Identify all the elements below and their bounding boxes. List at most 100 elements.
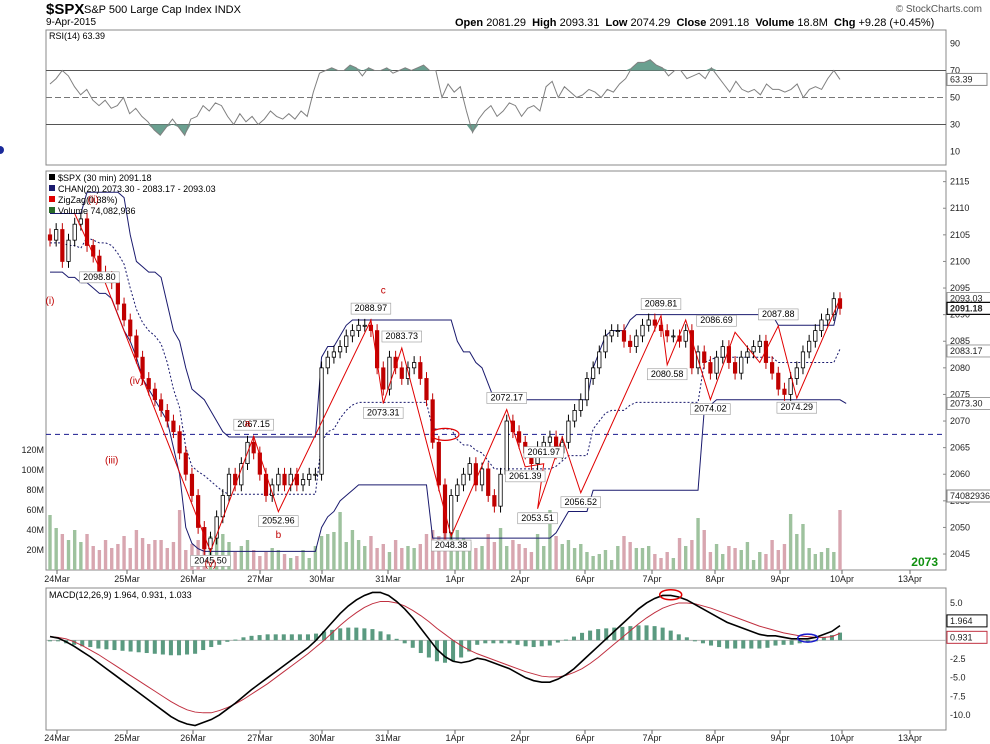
volume-bar xyxy=(467,542,472,570)
macd-x-tick-label: 30Mar xyxy=(309,733,335,743)
candle-body xyxy=(566,420,571,443)
macd-histogram-bar xyxy=(185,640,190,655)
data-label: 2045.50 xyxy=(194,555,227,565)
data-label: 2098.80 xyxy=(83,272,116,282)
wave-label: (ii) xyxy=(88,195,99,206)
candle-body xyxy=(757,340,762,347)
x-tick-label: 8Apr xyxy=(705,574,724,584)
volume-bar xyxy=(461,538,466,570)
volume-bar xyxy=(103,540,108,570)
macd-histogram-bar xyxy=(160,640,165,655)
candle-body xyxy=(714,356,719,374)
candle-body xyxy=(171,420,176,433)
volume-bar xyxy=(838,510,842,570)
macd-histogram-bar xyxy=(442,640,448,663)
macd-x-tick-label: 24Mar xyxy=(44,733,70,743)
wave-label: (iv) xyxy=(129,376,143,387)
price-label-box xyxy=(946,301,990,315)
volume-bar xyxy=(251,550,256,570)
volume-bar xyxy=(727,546,731,570)
x-tick-label: 27Mar xyxy=(247,574,273,584)
volume-bar xyxy=(350,530,355,570)
candle-body xyxy=(115,282,120,305)
macd-x-tick-label: 27Mar xyxy=(247,733,273,743)
macd-histogram-bar xyxy=(289,634,294,641)
macd-histogram-bar xyxy=(757,640,762,649)
candle-body xyxy=(47,234,53,241)
candle-body xyxy=(368,324,374,331)
macd-histogram-bar xyxy=(459,640,464,658)
data-label-box xyxy=(431,539,472,552)
candle-body xyxy=(498,473,503,507)
rsi-tick-label: 10 xyxy=(950,147,960,157)
candle-body xyxy=(177,431,182,454)
macd-histogram-bar xyxy=(80,640,85,647)
volume-bar xyxy=(560,544,564,570)
macd-legend: MACD(12,26,9) 1.964, 0.931, 1.033 xyxy=(49,590,192,600)
candle-body xyxy=(430,399,435,443)
volume-bar xyxy=(79,542,83,570)
channel-mid-line xyxy=(50,236,841,495)
candle-body xyxy=(615,330,620,333)
volume-bar xyxy=(239,546,244,570)
volume-bar xyxy=(381,544,385,570)
candle-body xyxy=(591,367,596,379)
macd-histogram-bar xyxy=(749,640,754,649)
macd-tick-label: 5.0 xyxy=(950,598,963,608)
scroll-handle[interactable] xyxy=(0,146,4,154)
candle-body xyxy=(189,473,195,496)
volume-bar xyxy=(523,548,527,570)
wave-label: (iii) xyxy=(105,456,118,467)
macd-histogram-bar xyxy=(330,629,335,641)
macd-histogram-bar xyxy=(136,640,141,653)
macd-histogram-bar xyxy=(451,640,456,662)
volume-bar xyxy=(721,554,725,570)
volume-bar xyxy=(264,552,268,570)
high-label: High xyxy=(532,17,557,29)
data-label: 2048.38 xyxy=(435,540,468,550)
macd-histogram-bar xyxy=(410,640,415,648)
volume-bar xyxy=(832,552,836,570)
macd-histogram-bar xyxy=(168,640,173,656)
volume-bar xyxy=(480,546,484,570)
volume-bar xyxy=(363,546,367,570)
candle-body xyxy=(319,367,324,475)
candle-body xyxy=(776,372,781,390)
volume-bar xyxy=(356,540,361,570)
volume-bar xyxy=(770,540,774,570)
candle-body xyxy=(770,362,775,374)
volume-bar xyxy=(739,550,743,570)
volume-bar xyxy=(628,542,632,570)
date-axis: 24Mar 24Mar 25Mar 25Mar 26Mar 26Mar 27Mar 27Mar… xyxy=(44,570,922,743)
candle-body xyxy=(128,319,133,337)
rsi-oversold-fill xyxy=(147,124,479,136)
volume-bar xyxy=(677,538,682,570)
macd-histogram-bar xyxy=(475,640,480,645)
volume-bar xyxy=(270,548,274,570)
volume-bar xyxy=(825,548,830,570)
candle-body xyxy=(473,463,478,486)
wave-label: a xyxy=(245,418,251,429)
x-tick-label: 13Apr xyxy=(898,574,922,584)
candle-body xyxy=(300,479,306,486)
candle-body xyxy=(424,378,429,401)
macd-histogram-bar xyxy=(676,634,681,641)
candle-body xyxy=(516,431,522,443)
volume-tick-label: 60M xyxy=(26,505,44,515)
volume-bar xyxy=(97,550,102,570)
volume-bar xyxy=(690,540,694,570)
volume-bar xyxy=(751,560,756,570)
macd-last-value: 1.964 xyxy=(950,616,973,626)
volume-bar xyxy=(54,528,58,570)
candle-body xyxy=(66,239,71,262)
volume-bar xyxy=(72,530,77,570)
macd-histogram-bar xyxy=(225,640,230,642)
macd-cross-ellipse xyxy=(797,633,819,643)
volume-bar xyxy=(795,534,799,570)
volume-bar xyxy=(171,542,176,570)
volume-bar xyxy=(221,534,225,570)
candle-body xyxy=(751,346,756,353)
volume-bar xyxy=(338,512,342,570)
volume-bar xyxy=(640,548,645,570)
chg-label: Chg xyxy=(834,17,856,29)
